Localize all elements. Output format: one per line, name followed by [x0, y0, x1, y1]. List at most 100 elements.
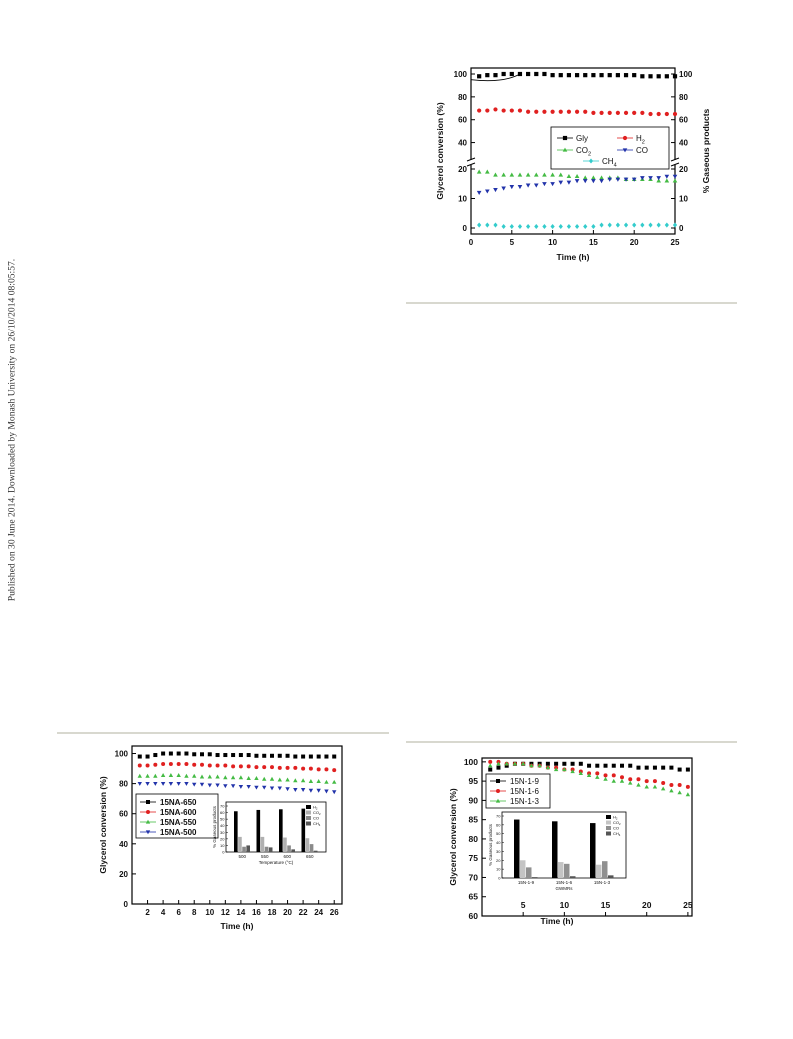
data-point	[615, 110, 620, 115]
data-point	[238, 775, 244, 780]
data-point	[656, 111, 661, 117]
data-point	[648, 74, 653, 79]
x-axis-label: Time (h)	[557, 252, 590, 262]
data-point	[270, 753, 274, 758]
data-point	[652, 784, 658, 789]
y-tick-label: 0	[463, 224, 468, 233]
data-point	[640, 110, 645, 115]
data-point	[332, 779, 337, 784]
data-point	[570, 769, 575, 774]
data-point	[640, 222, 645, 228]
legend-marker	[146, 810, 150, 814]
series-15N-1-3	[488, 761, 691, 797]
data-point	[574, 224, 580, 230]
data-point	[685, 767, 690, 772]
data-point	[582, 179, 588, 184]
data-point	[137, 773, 142, 778]
inset-legend-label: CH4	[313, 821, 321, 827]
data-point	[640, 176, 645, 181]
y-tick-label: 20	[119, 870, 128, 879]
y-tick-label: 95	[469, 776, 479, 786]
data-point	[324, 779, 329, 784]
data-point	[669, 782, 674, 787]
data-point	[525, 172, 531, 177]
data-point	[566, 180, 572, 185]
inset-bar	[590, 823, 596, 878]
data-point	[332, 754, 337, 759]
data-point	[254, 765, 259, 770]
x-tick-label: 20	[642, 900, 652, 910]
inset-y-axis-label: % Gaseous products	[212, 805, 217, 848]
data-point	[324, 767, 329, 772]
data-point	[562, 767, 567, 772]
data-point	[246, 764, 251, 769]
data-point	[583, 224, 588, 230]
data-point	[554, 761, 559, 766]
data-point	[254, 753, 259, 758]
data-point	[586, 773, 592, 777]
data-point	[145, 754, 150, 759]
x-tick-label: 10	[560, 900, 570, 910]
data-point	[574, 179, 580, 184]
data-point	[476, 169, 482, 174]
data-point	[184, 762, 189, 767]
inset-legend-swatch	[306, 805, 311, 809]
inset-bar	[514, 819, 520, 878]
data-point	[640, 74, 645, 79]
data-point	[542, 224, 547, 230]
inset-y-tick-label: 40	[496, 840, 501, 845]
data-point	[517, 108, 523, 113]
data-point	[332, 768, 337, 773]
inset-y-tick-label: 0	[222, 850, 225, 855]
data-point	[332, 790, 337, 795]
inset-bar	[305, 838, 310, 852]
legend-marker	[496, 789, 500, 793]
data-point	[316, 767, 321, 772]
data-point	[262, 776, 267, 781]
legend-label: H2	[636, 134, 645, 145]
data-point	[623, 177, 629, 182]
x-tick-label: 20	[630, 238, 639, 247]
data-point	[145, 782, 150, 786]
x-tick-label: 10	[205, 908, 214, 917]
inset-bar	[564, 863, 570, 878]
inset-legend-label: H2	[613, 815, 618, 821]
y-tick-label-right: 0	[679, 224, 684, 233]
y-tick-label: 100	[454, 70, 468, 79]
legend-marker	[145, 819, 151, 824]
data-point	[566, 173, 572, 179]
data-point	[168, 762, 173, 767]
data-point	[192, 752, 197, 757]
data-point	[207, 783, 212, 788]
data-point	[223, 775, 228, 780]
data-point	[632, 73, 637, 78]
data-point	[534, 109, 539, 114]
data-point	[223, 753, 228, 758]
legend-marker	[588, 158, 594, 164]
data-point	[533, 172, 539, 177]
y-tick-label: 75	[469, 853, 479, 863]
data-point	[582, 175, 588, 180]
inset-y-tick-label: 30	[496, 849, 501, 854]
x-tick-label: 26	[330, 908, 339, 917]
inset-x-axis-label: GWMRs	[556, 886, 574, 891]
data-point	[215, 783, 220, 788]
y-tick-label: 100	[464, 757, 478, 767]
data-point	[603, 763, 608, 768]
data-point	[529, 763, 534, 768]
data-point	[300, 788, 306, 792]
legend-label: 15N-1-3	[510, 797, 539, 806]
legend-label: Gly	[576, 134, 588, 143]
series-15N-1-9	[488, 761, 690, 772]
inset-legend-swatch	[606, 826, 611, 830]
data-point	[285, 765, 290, 770]
data-point	[293, 788, 298, 792]
data-point	[558, 172, 564, 177]
data-point	[223, 784, 228, 789]
data-point	[526, 71, 531, 77]
data-point	[285, 753, 290, 758]
data-point	[246, 785, 251, 789]
data-point	[566, 224, 572, 230]
inset-legend-swatch	[606, 815, 611, 819]
